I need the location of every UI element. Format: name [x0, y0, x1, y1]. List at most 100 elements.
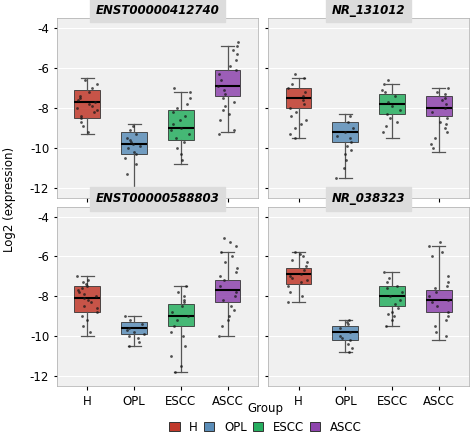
Point — [381, 88, 389, 95]
Point — [216, 273, 224, 280]
Point — [341, 128, 348, 135]
Point — [225, 317, 232, 324]
Point — [227, 239, 234, 246]
Point — [91, 108, 98, 115]
Point — [172, 369, 179, 376]
Point — [288, 275, 295, 282]
Point — [219, 323, 226, 330]
Point — [301, 88, 309, 95]
Point — [346, 112, 354, 119]
Point — [82, 281, 90, 288]
Point — [168, 329, 175, 336]
Point — [220, 277, 228, 284]
Point — [234, 38, 241, 45]
PathPatch shape — [215, 70, 240, 95]
Point — [81, 76, 89, 83]
Point — [428, 299, 436, 306]
Point — [391, 301, 399, 308]
Point — [297, 120, 305, 127]
Point — [443, 100, 450, 107]
Point — [183, 100, 191, 107]
Point — [434, 303, 441, 310]
Point — [134, 335, 141, 342]
Point — [93, 106, 101, 113]
Point — [379, 86, 386, 93]
Point — [93, 309, 100, 316]
Point — [76, 94, 84, 101]
Point — [169, 120, 177, 127]
Point — [302, 116, 310, 123]
Point — [177, 124, 184, 131]
Point — [388, 309, 396, 316]
Point — [88, 299, 95, 306]
PathPatch shape — [215, 281, 240, 302]
Point — [442, 317, 450, 324]
Point — [136, 142, 144, 149]
Point — [233, 66, 240, 73]
Point — [74, 96, 82, 103]
Point — [301, 100, 308, 107]
Point — [227, 303, 235, 310]
Point — [77, 118, 84, 125]
Point — [436, 118, 444, 125]
Point — [431, 134, 439, 141]
Point — [215, 70, 223, 77]
Point — [219, 106, 227, 113]
Point — [334, 132, 341, 139]
Point — [393, 283, 401, 290]
Point — [171, 323, 178, 330]
Point — [438, 249, 446, 256]
Point — [91, 98, 99, 105]
Point — [286, 289, 294, 296]
Point — [123, 134, 130, 141]
Point — [81, 303, 88, 310]
Point — [441, 104, 449, 111]
Point — [444, 297, 451, 304]
Point — [124, 144, 132, 151]
Point — [76, 289, 83, 296]
Point — [234, 42, 241, 49]
Point — [73, 104, 81, 111]
Point — [427, 140, 435, 147]
Point — [130, 148, 138, 155]
Point — [386, 114, 394, 121]
Point — [383, 285, 391, 292]
Point — [442, 94, 449, 101]
PathPatch shape — [121, 131, 147, 154]
Point — [346, 337, 354, 344]
Point — [299, 92, 307, 99]
Point — [121, 154, 128, 161]
Point — [140, 331, 148, 338]
Point — [130, 329, 137, 336]
Point — [184, 313, 191, 320]
Point — [338, 335, 346, 342]
Point — [219, 297, 227, 304]
Point — [221, 259, 229, 266]
Point — [186, 88, 194, 95]
Point — [425, 293, 433, 300]
Point — [441, 90, 449, 97]
Point — [220, 86, 228, 93]
Point — [288, 257, 295, 264]
Point — [445, 313, 452, 320]
Point — [296, 251, 303, 258]
Point — [178, 303, 185, 310]
Point — [344, 118, 352, 125]
Point — [171, 84, 178, 91]
Point — [428, 253, 436, 260]
Point — [380, 128, 387, 135]
Point — [232, 269, 240, 276]
Point — [332, 174, 339, 181]
Point — [169, 108, 176, 115]
Point — [431, 285, 439, 292]
Point — [284, 283, 292, 290]
Point — [384, 76, 392, 83]
Point — [217, 249, 225, 256]
Point — [225, 313, 233, 320]
Point — [433, 329, 440, 336]
Point — [301, 267, 308, 274]
Point — [428, 108, 436, 115]
Point — [346, 134, 354, 141]
Point — [179, 333, 186, 340]
Point — [345, 349, 352, 356]
